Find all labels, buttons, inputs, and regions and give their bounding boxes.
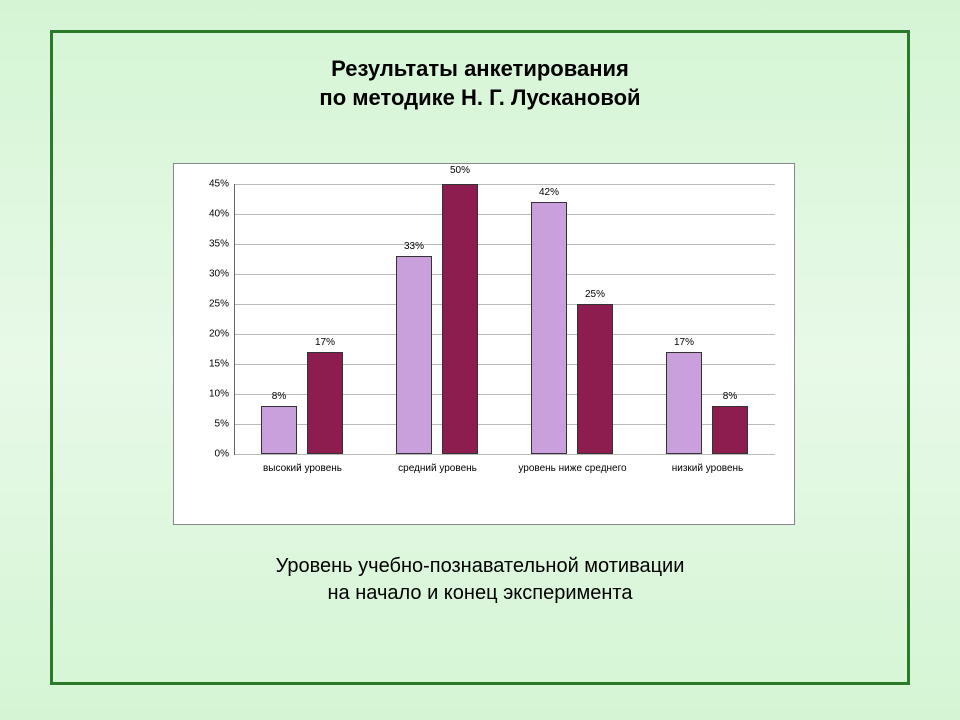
title-line-1: Результаты анкетирования bbox=[53, 55, 907, 84]
chart-ytick-label: 5% bbox=[215, 419, 235, 430]
chart-gridline bbox=[235, 334, 775, 335]
chart-gridline bbox=[235, 244, 775, 245]
chart-bar bbox=[666, 352, 702, 454]
chart-bar-label: 33% bbox=[404, 241, 424, 256]
title-block: Результаты анкетирования по методике Н. … bbox=[53, 55, 907, 112]
chart-ytick-label: 40% bbox=[209, 209, 235, 220]
chart-gridline bbox=[235, 184, 775, 185]
chart-plot-area: 0%5%10%15%20%25%30%35%40%45%высокий уров… bbox=[234, 184, 775, 455]
subtitle-block: Уровень учебно-познавательной мотивации … bbox=[53, 553, 907, 607]
chart-xtick-label: уровень ниже среднего bbox=[518, 454, 628, 475]
chart-bar bbox=[261, 406, 297, 454]
chart-gridline bbox=[235, 304, 775, 305]
chart-bar bbox=[712, 406, 748, 454]
chart-ytick-label: 45% bbox=[209, 179, 235, 190]
chart-container: 0% 5% 10% 15% 20% 25% 30% 35% 40% 45% высокий уров… bbox=[173, 163, 795, 525]
chart-xtick-label: высокий уровень bbox=[248, 454, 358, 475]
chart-bar bbox=[307, 352, 343, 454]
chart-ytick-label: 30% bbox=[209, 269, 235, 280]
chart-ytick-label: 25% bbox=[209, 299, 235, 310]
page-background: Результаты анкетирования по методике Н. … bbox=[0, 0, 960, 720]
chart-bar-label: 17% bbox=[674, 337, 694, 352]
chart-bar bbox=[577, 304, 613, 454]
subtitle-line-2: на начало и конец эксперимента bbox=[53, 580, 907, 607]
chart-xtick-label: средний уровень bbox=[383, 454, 493, 475]
chart-ytick-label: 10% bbox=[209, 389, 235, 400]
chart-bar bbox=[531, 202, 567, 454]
title-line-2: по методике Н. Г. Лускановой bbox=[53, 84, 907, 113]
chart-bar bbox=[442, 184, 478, 454]
chart-bar-label: 25% bbox=[585, 289, 605, 304]
chart-bar-label: 50% bbox=[450, 165, 470, 180]
chart-gridline bbox=[235, 274, 775, 275]
chart-gridline bbox=[235, 214, 775, 215]
chart-ytick-label: 20% bbox=[209, 329, 235, 340]
chart-ytick-label: 35% bbox=[209, 239, 235, 250]
chart-xtick-label: низкий уровень bbox=[653, 454, 763, 475]
chart-bar-label: 8% bbox=[272, 391, 286, 406]
chart-bar-label: 8% bbox=[723, 391, 737, 406]
subtitle-line-1: Уровень учебно-познавательной мотивации bbox=[53, 553, 907, 580]
chart-ytick-label: 15% bbox=[209, 359, 235, 370]
chart-bar bbox=[396, 256, 432, 454]
chart-bar-label: 42% bbox=[539, 187, 559, 202]
chart-bar-label: 17% bbox=[315, 337, 335, 352]
chart-ytick-label: 0% bbox=[215, 449, 235, 460]
slide-frame: Результаты анкетирования по методике Н. … bbox=[50, 30, 910, 685]
